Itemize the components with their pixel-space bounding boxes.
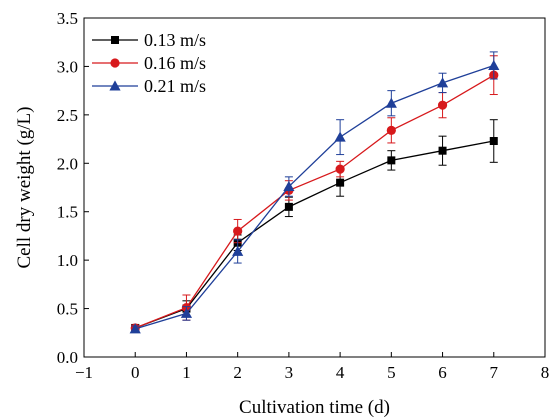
legend-marker: [109, 80, 121, 91]
legend-label: 0.13 m/s: [144, 30, 206, 50]
legend-label: 0.16 m/s: [144, 53, 206, 73]
data-point: [233, 226, 243, 236]
data-point: [386, 125, 396, 135]
y-axis-title: Cell dry weight (g/L): [14, 107, 35, 269]
y-tick-label: 3.0: [57, 57, 78, 76]
data-point: [129, 323, 141, 334]
data-point: [438, 146, 447, 155]
series-line: [134, 74, 495, 329]
y-tick-label: 3.5: [57, 9, 78, 28]
y-tick-label: 1.5: [57, 203, 78, 222]
data-point: [336, 178, 345, 187]
axis-ticks: −1 0 1 2 3 4 5 6 7 8 0.0 0.5 1.0 1.5 2.0 2.5 3.0 3.5: [57, 9, 550, 382]
data-point: [489, 137, 498, 146]
y-tick-label: 2.5: [57, 106, 78, 125]
series-line: [134, 140, 494, 329]
y-tick-label: 0.0: [57, 348, 78, 367]
x-tick-label: 7: [490, 363, 499, 382]
legend-label: 0.21 m/s: [144, 76, 206, 96]
data-point: [232, 245, 244, 256]
data-point: [334, 131, 346, 142]
x-tick-label: 0: [131, 363, 140, 382]
x-tick-label: 6: [438, 363, 447, 382]
x-tick-label: 2: [233, 363, 242, 382]
y-tick-label: 1.0: [57, 251, 78, 270]
data-point: [436, 77, 449, 88]
data-point: [180, 307, 193, 318]
y-tick-label: 2.0: [57, 154, 78, 173]
series-3: [129, 51, 500, 334]
y-tick-label: 0.5: [57, 300, 78, 319]
x-tick-label: 5: [387, 363, 396, 382]
series-1: [131, 119, 498, 332]
data-point: [335, 164, 345, 174]
data-point: [283, 180, 295, 192]
x-tick-label: 1: [182, 363, 191, 382]
legend-marker: [111, 36, 119, 44]
plot-marks: [129, 51, 500, 334]
data-point: [488, 59, 500, 70]
legend: 0.13 m/s 0.16 m/s 0.21 m/s: [92, 30, 206, 96]
x-tick-label: 4: [336, 363, 345, 382]
legend-marker: [110, 58, 120, 68]
x-tick-label: −1: [75, 363, 93, 382]
series-line: [135, 64, 494, 330]
x-axis-title: Cultivation time (d): [239, 397, 390, 418]
data-point: [284, 202, 293, 211]
x-tick-label: 8: [541, 363, 550, 382]
data-point: [385, 97, 397, 108]
x-tick-label: 3: [285, 363, 294, 382]
plot-frame: [83, 17, 546, 358]
data-point: [387, 156, 396, 165]
data-point: [437, 100, 448, 110]
